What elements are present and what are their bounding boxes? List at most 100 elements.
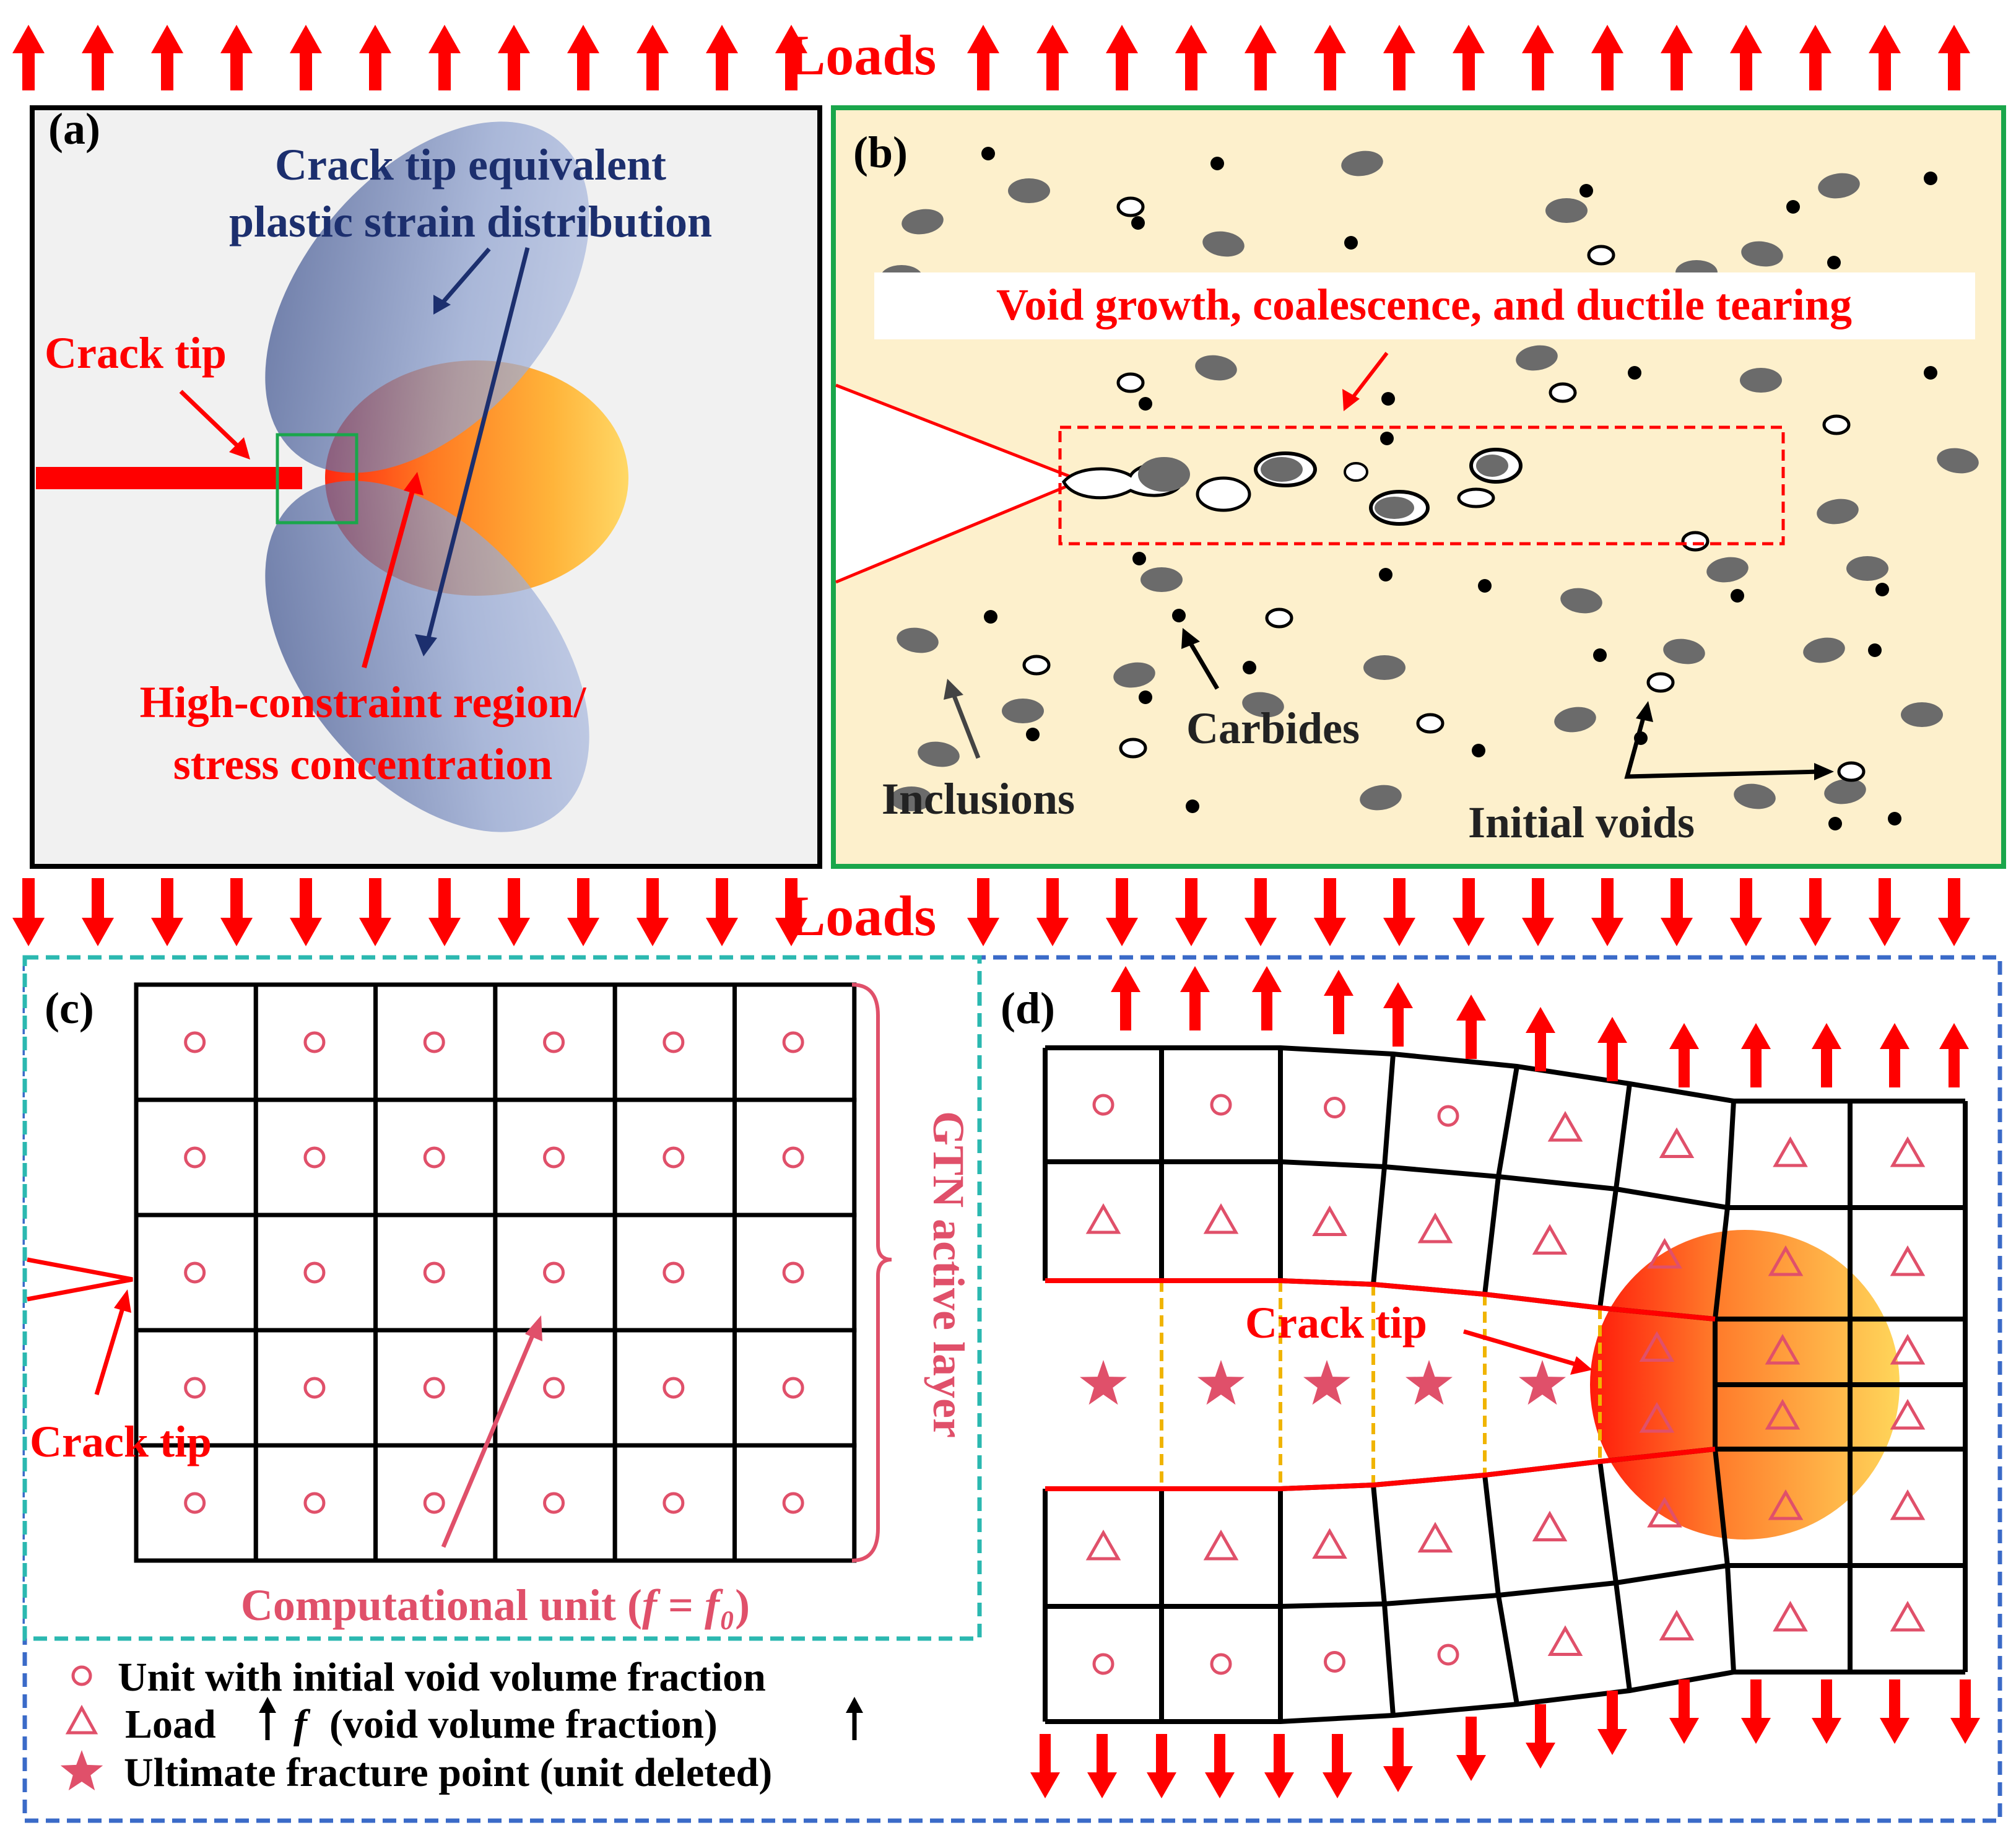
carbide-particle: [1210, 157, 1224, 170]
load-arrow-up-head: [1383, 982, 1413, 1008]
initial-void-unit-icon: [1210, 1094, 1232, 1116]
void: [1196, 476, 1251, 512]
load-arrow-down-head: [428, 918, 461, 946]
load-arrow-down-head: [1030, 1772, 1060, 1798]
mesh-cell: [493, 1443, 617, 1563]
legend-star-icon: [60, 1750, 103, 1791]
load-arrow-down-head: [498, 918, 530, 946]
load-arrow-down-head: [1106, 918, 1138, 946]
void-growth-unit-icon: [1659, 1609, 1695, 1640]
load-arrow-down-head: [775, 918, 807, 946]
panel-d: (d) Crack tip: [1001, 966, 1980, 1798]
carbide-particle: [1579, 184, 1593, 198]
inclusion-particle: [1516, 345, 1558, 371]
void-growth-unit-icon: [1647, 1496, 1682, 1528]
inclusion-particle: [1363, 655, 1406, 680]
strain-arrow-long: [425, 247, 530, 643]
fracture-point-star: [1303, 1360, 1350, 1405]
void-growth-unit-icon: [1547, 1110, 1583, 1142]
initial-void-unit-icon: [303, 1146, 326, 1169]
initial-void-unit-icon: [543, 1031, 565, 1053]
load-arrow-down-head: [1730, 918, 1762, 946]
legend-up-arrow-head-2: [846, 1697, 863, 1713]
mesh-line: [1597, 1083, 1632, 1309]
inclusion-particle: [1818, 173, 1860, 199]
load-arrow-down-head: [1880, 1718, 1910, 1744]
inclusion-particle: [1341, 150, 1383, 176]
region-label-line2: stress concentration: [173, 739, 553, 789]
legend-up-arrow-head: [259, 1697, 276, 1713]
panel-c-crack-tip-arrow-head: [114, 1289, 131, 1313]
inclusion-particle: [902, 209, 944, 235]
legend-triangle-f: f: [293, 1702, 311, 1747]
carbide-particle: [1139, 690, 1152, 704]
mesh-cell: [134, 1213, 258, 1333]
initial-void-unit-icon: [782, 1261, 804, 1284]
loads-middle-label: Loads: [788, 884, 936, 947]
banner-background: [874, 272, 1975, 339]
initial-void: [1265, 608, 1293, 629]
load-arrow-up-head: [1252, 966, 1282, 992]
strain-arrow-short: [439, 247, 491, 307]
initial-void-unit-icon: [184, 1146, 206, 1169]
crack-tip-arrow-head: [229, 437, 250, 460]
load-arrow-up-head: [1036, 25, 1069, 53]
strain-arrow-long-head: [415, 634, 437, 656]
inclusion-particle: [1141, 567, 1183, 592]
initial-voids-arrow-head-up: [1636, 701, 1653, 722]
initial-void: [1416, 713, 1445, 734]
microstructure-particles: [880, 147, 1979, 830]
strain-title-line2: plastic strain distribution: [229, 197, 712, 246]
comp-unit-eq: =: [657, 1580, 705, 1630]
void-growth-unit-icon: [1890, 1136, 1926, 1167]
carbide-particle: [1875, 583, 1889, 596]
inclusion-particle: [1560, 588, 1602, 614]
initial-void-unit-icon: [303, 1261, 326, 1284]
carbide-particle: [1828, 817, 1842, 830]
load-arrow-down-head: [1245, 918, 1277, 946]
crack-line: [36, 467, 302, 489]
mesh-cell: [253, 1443, 378, 1563]
mesh-line: [1371, 1484, 1396, 1716]
initial-void-unit-icon: [303, 1031, 326, 1053]
panel-c-crack-tip-arrow: [94, 1303, 126, 1396]
inclusion-particle: [1008, 178, 1050, 203]
tearing-banner-text: Void growth, coalescence, and ductile te…: [996, 280, 1852, 329]
load-arrow-up-head: [1245, 25, 1277, 53]
carbide-particle: [1131, 216, 1145, 230]
initial-void-unit-icon: [1324, 1097, 1345, 1118]
initial-void: [1119, 738, 1147, 759]
load-arrow-up-head: [1453, 25, 1485, 53]
carbide-particle: [1381, 392, 1395, 406]
mesh-cell: [732, 1097, 857, 1217]
mesh-cell: [134, 1443, 258, 1563]
load-arrow-down-head: [1456, 1755, 1486, 1781]
void-inclusion: [1138, 457, 1190, 492]
banner-arrow-head: [1342, 389, 1360, 411]
inclusions-arrow: [950, 690, 981, 759]
load-arrow-up-head: [706, 25, 738, 53]
region-label-line1: High-constraint region/: [140, 677, 587, 727]
load-arrow-down-head: [1314, 918, 1346, 946]
fracture-point-star: [1080, 1360, 1127, 1405]
mesh-cell: [493, 1097, 617, 1217]
mesh-line: [1371, 1053, 1396, 1285]
load-arrow-down-head: [1938, 918, 1970, 946]
carbide-particle: [1132, 552, 1146, 565]
void-growth-unit-icon: [1890, 1333, 1926, 1365]
mesh-line: [1482, 1066, 1519, 1295]
void-growth-unit-icon: [1890, 1600, 1926, 1632]
load-arrow-down-head: [1661, 918, 1693, 946]
panel-b-label: (b): [853, 128, 908, 177]
load-arrow-down-head: [1383, 918, 1415, 946]
void-growth-unit-icon: [1639, 1401, 1675, 1433]
load-arrow-up-head: [1812, 1023, 1841, 1049]
region-arrow: [362, 486, 416, 669]
load-arrow-down-head: [1799, 918, 1831, 946]
carbides-arrow: [1186, 639, 1220, 690]
void-growth-unit-icon: [1890, 1489, 1926, 1520]
initial-void: [1822, 414, 1851, 435]
mesh-cell: [373, 1443, 498, 1563]
inclusion-particle: [1937, 448, 1979, 474]
carbide-particle: [1186, 799, 1199, 813]
